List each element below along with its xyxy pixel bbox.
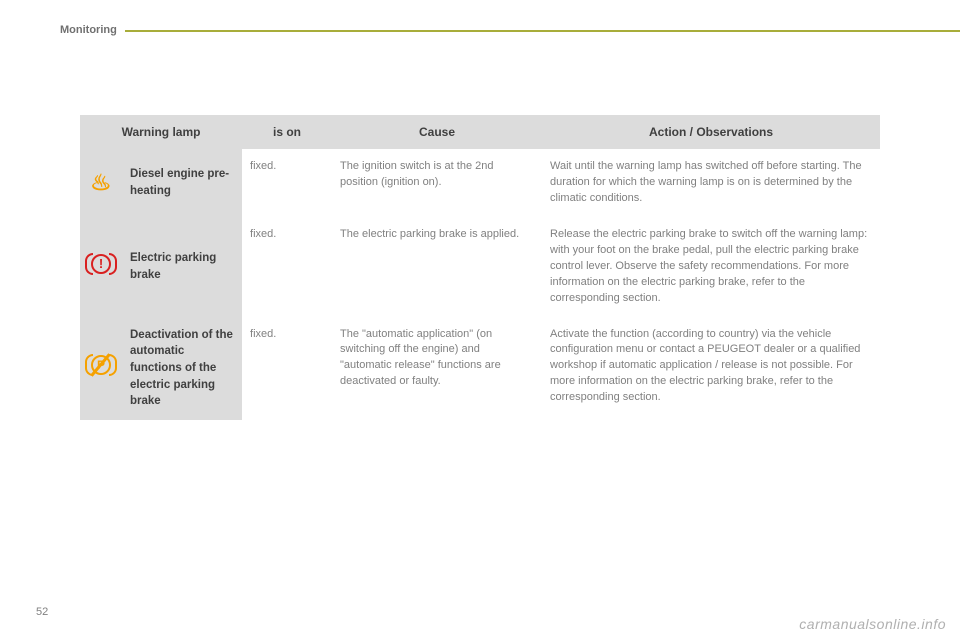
lamp-is-on: fixed. bbox=[242, 217, 332, 317]
lamp-cause: The electric parking brake is applied. bbox=[332, 217, 542, 317]
lamp-is-on: fixed. bbox=[242, 149, 332, 217]
lamp-name: Diesel engine pre-heating bbox=[122, 149, 242, 217]
lamp-cause: The ignition switch is at the 2nd positi… bbox=[332, 149, 542, 217]
table-row: ♨ Diesel engine pre-heating fixed. The i… bbox=[80, 149, 880, 217]
col-is-on: is on bbox=[242, 115, 332, 149]
col-warning-lamp: Warning lamp bbox=[80, 115, 242, 149]
table-row: P Deactivation of the automatic function… bbox=[80, 317, 880, 420]
lamp-is-on: fixed. bbox=[242, 317, 332, 420]
lamp-icon-cell: ♨ bbox=[80, 149, 122, 217]
preheat-icon: ♨ bbox=[90, 167, 112, 199]
lamp-icon-cell: P bbox=[80, 317, 122, 420]
section-label: Monitoring bbox=[60, 24, 125, 36]
lamp-action: Release the electric parking brake to sw… bbox=[542, 217, 880, 317]
lamp-action: Activate the function (according to coun… bbox=[542, 317, 880, 420]
lamp-name: Deactivation of the automatic functions … bbox=[122, 317, 242, 420]
brake-warning-icon: ! bbox=[89, 252, 113, 276]
lamp-action: Wait until the warning lamp has switched… bbox=[542, 149, 880, 217]
table-header-row: Warning lamp is on Cause Action / Observ… bbox=[80, 115, 880, 149]
col-cause: Cause bbox=[332, 115, 542, 149]
manual-page: Monitoring Warning lamp is on Cause Acti… bbox=[0, 0, 960, 640]
col-action: Action / Observations bbox=[542, 115, 880, 149]
table-row: ! Electric parking brake fixed. The elec… bbox=[80, 217, 880, 317]
lamp-icon-cell: ! bbox=[80, 217, 122, 317]
header-rule bbox=[60, 30, 960, 32]
lamp-cause: The "automatic application" (on switchin… bbox=[332, 317, 542, 420]
page-number: 52 bbox=[36, 606, 48, 618]
footer-watermark: carmanualsonline.info bbox=[799, 616, 946, 632]
warning-lamp-table: Warning lamp is on Cause Action / Observ… bbox=[80, 115, 880, 420]
lamp-name: Electric parking brake bbox=[122, 217, 242, 317]
parking-brake-deactivation-icon: P bbox=[88, 352, 114, 378]
